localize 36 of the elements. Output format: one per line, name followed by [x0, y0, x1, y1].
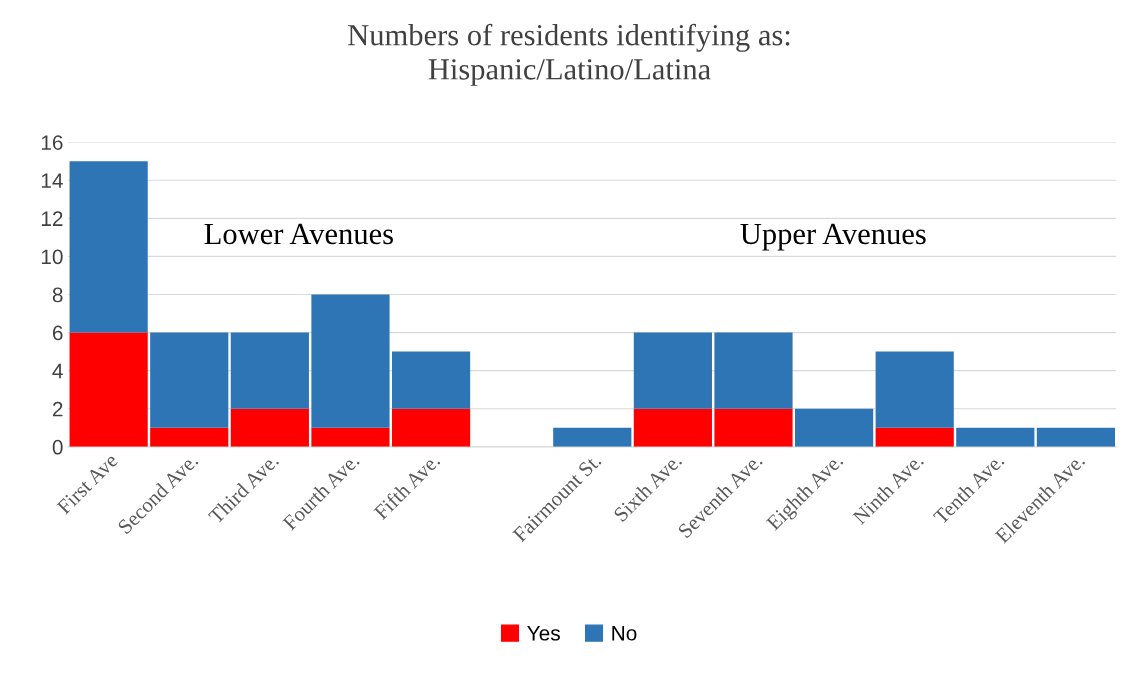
- chart-title: Numbers of residents identifying as: Hispanic/Latino/Latina: [348, 23, 790, 86]
- bar: [714, 408, 793, 447]
- bar: [553, 427, 632, 447]
- bar: [69, 332, 148, 447]
- bar: [69, 161, 148, 333]
- y-tick-label: 8: [52, 287, 63, 303]
- annotation: Lower Avenues: [204, 223, 393, 245]
- bar: [150, 427, 229, 447]
- y-tick-label: 2: [52, 401, 63, 417]
- y-tick-label: 0: [52, 439, 63, 455]
- bar: [391, 408, 471, 447]
- bar: [875, 351, 954, 428]
- x-tick-label: Fifth Ave.: [372, 452, 441, 521]
- bar: [391, 351, 471, 409]
- bar: [150, 332, 229, 428]
- y-tick-label: 12: [41, 211, 63, 226]
- y-tick-label: 6: [52, 325, 63, 341]
- bar: [633, 332, 712, 409]
- bar: [230, 408, 309, 447]
- bar: [956, 427, 1035, 447]
- bar: [311, 294, 390, 428]
- bar: [230, 332, 309, 409]
- bar: [633, 408, 712, 447]
- annotation: Upper Avenues: [740, 223, 926, 251]
- y-tick-label: 16: [41, 135, 63, 150]
- y-tick-label: 14: [41, 173, 63, 188]
- bar: [795, 408, 874, 447]
- legend-label: Yes: [527, 626, 560, 641]
- bar: [1036, 427, 1116, 447]
- y-tick-label: 4: [52, 363, 63, 379]
- legend-label: No: [612, 626, 637, 641]
- bar: [714, 332, 793, 409]
- x-tick-label: Sixth Ave.: [612, 452, 683, 523]
- bar: [875, 427, 954, 447]
- bar: [311, 427, 390, 447]
- y-tick-label: 10: [41, 249, 63, 265]
